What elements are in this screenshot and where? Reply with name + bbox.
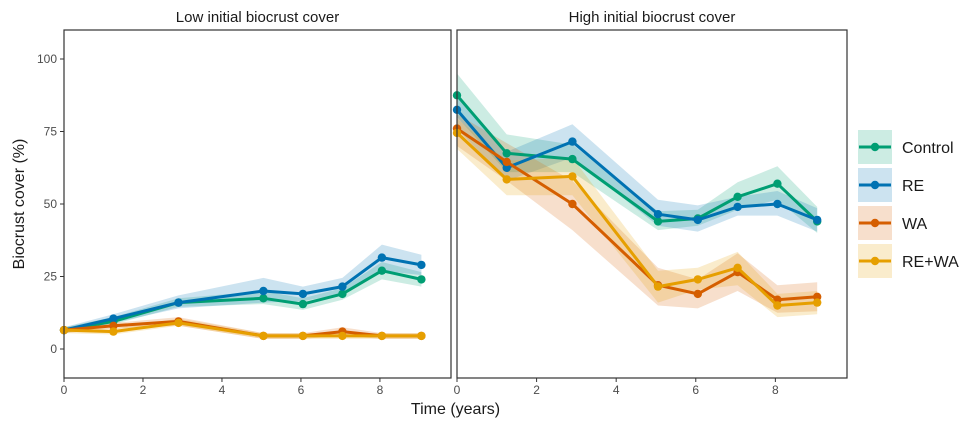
- data-point: [417, 331, 426, 341]
- x-tick-label: 8: [377, 383, 384, 397]
- data-point: [502, 149, 511, 158]
- legend-key-point: [870, 256, 880, 266]
- panel-title: High initial biocrust cover: [569, 9, 736, 26]
- data-point: [259, 286, 268, 296]
- y-tick-label: 0: [50, 342, 57, 356]
- data-point: [568, 137, 577, 146]
- series-line-re: [455, 108, 818, 222]
- ci-ribbon-re: [457, 93, 818, 232]
- data-point: [109, 327, 118, 336]
- legend-key-point: [870, 180, 880, 190]
- data-point: [653, 210, 663, 219]
- series-line-re-wa: [455, 131, 818, 307]
- x-tick-label: 6: [298, 383, 305, 397]
- data-point: [813, 292, 822, 301]
- series-line-control: [455, 94, 819, 223]
- y-tick-label: 100: [37, 52, 57, 66]
- legend-key-point: [870, 142, 880, 152]
- data-point: [568, 199, 577, 209]
- x-tick-label: 2: [533, 383, 540, 397]
- ci-ribbon-control: [457, 73, 818, 233]
- legend-key-point: [870, 218, 880, 228]
- series-line-control: [63, 269, 422, 332]
- y-tick-label: 25: [44, 270, 58, 284]
- x-tick-label: 4: [613, 383, 620, 397]
- ci-ribbon-wa: [457, 114, 818, 313]
- x-axis-title: Time (years): [411, 401, 500, 418]
- legend-item: RE+WA: [858, 244, 959, 278]
- panel-frame: [456, 29, 848, 379]
- legend-item: RE: [858, 168, 924, 202]
- ci-ribbon-re-wa: [457, 118, 818, 318]
- x-tick-label: 4: [219, 383, 226, 397]
- data-point: [298, 289, 308, 299]
- data-point: [733, 192, 742, 201]
- legend-label: RE: [902, 178, 924, 195]
- legend-item: WA: [858, 206, 928, 240]
- data-point: [733, 202, 742, 212]
- data-point: [693, 289, 702, 299]
- data-point: [653, 217, 663, 226]
- x-tick-label: 0: [61, 383, 68, 397]
- data-point: [417, 275, 426, 284]
- data-point: [733, 263, 742, 272]
- data-point: [377, 253, 387, 262]
- series-line-re: [63, 256, 422, 332]
- data-point: [773, 179, 782, 188]
- data-point: [174, 318, 183, 328]
- data-point: [259, 294, 268, 303]
- data-point: [813, 298, 822, 307]
- data-point: [109, 321, 118, 330]
- legend-label: WA: [902, 216, 928, 233]
- x-tick-label: 0: [454, 383, 461, 397]
- data-point: [568, 154, 577, 164]
- data-point: [502, 163, 511, 172]
- data-point: [174, 298, 183, 307]
- x-tick-label: 2: [140, 383, 147, 397]
- data-point: [693, 215, 702, 225]
- data-point: [338, 289, 347, 299]
- y-axis-title: Biocrust cover (%): [11, 139, 28, 270]
- data-point: [259, 331, 268, 341]
- x-tick-label: 6: [692, 383, 699, 397]
- data-point: [773, 199, 782, 209]
- data-point: [568, 172, 577, 181]
- data-point: [502, 175, 511, 184]
- data-point: [338, 331, 347, 341]
- data-point: [502, 157, 511, 167]
- x-tick-label: 8: [772, 383, 779, 397]
- data-point: [109, 314, 118, 323]
- series-line-re-wa: [63, 321, 422, 338]
- data-point: [693, 275, 702, 284]
- legend-item: Control: [858, 130, 954, 164]
- ci-ribbon-control: [64, 262, 422, 334]
- legend-label: Control: [902, 140, 954, 157]
- data-point: [338, 282, 347, 291]
- data-point: [298, 331, 308, 341]
- data-point: [298, 299, 308, 309]
- data-point: [653, 282, 663, 291]
- data-point: [377, 331, 387, 341]
- data-point: [813, 215, 822, 225]
- y-tick-label: 75: [44, 125, 58, 139]
- data-point: [773, 301, 782, 310]
- data-point: [377, 266, 387, 275]
- data-point: [417, 260, 426, 270]
- series-line-wa: [456, 127, 818, 302]
- panel-title: Low initial biocrust cover: [176, 9, 339, 26]
- y-tick-label: 50: [44, 197, 58, 211]
- legend-label: RE+WA: [902, 254, 959, 271]
